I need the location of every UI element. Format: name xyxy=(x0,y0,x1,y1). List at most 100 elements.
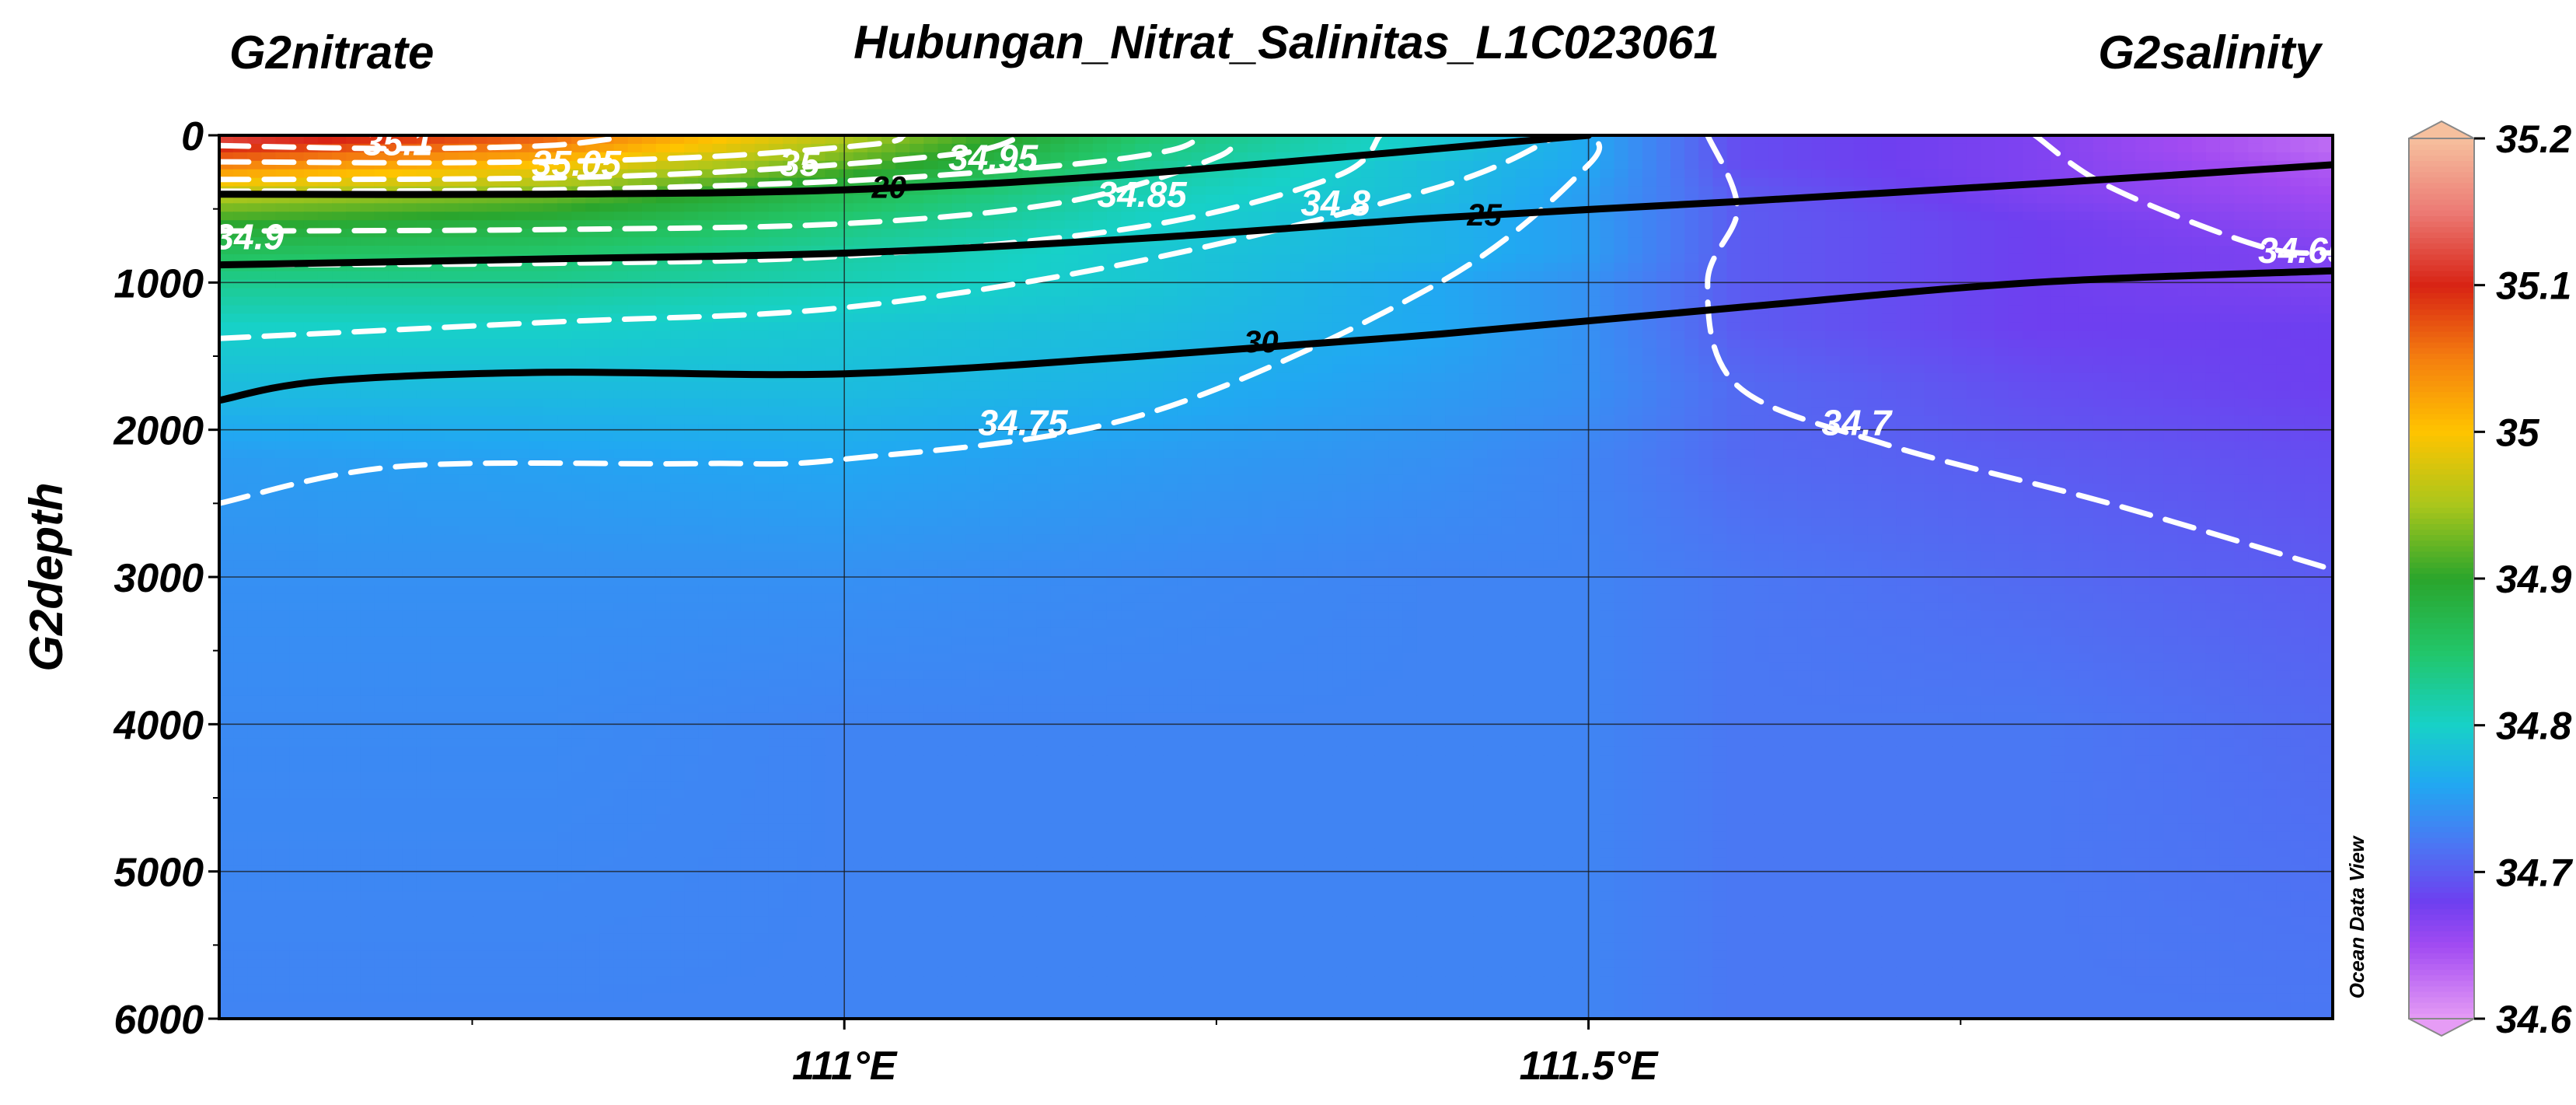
field-cell xyxy=(1515,271,1531,281)
field-cell xyxy=(613,356,629,365)
field-cell xyxy=(1600,381,1615,391)
field-cell xyxy=(1558,160,1572,170)
field-cell xyxy=(2037,288,2052,298)
field-cell xyxy=(571,135,587,145)
field-cell xyxy=(1106,364,1122,374)
field-cell xyxy=(2191,322,2207,332)
field-cell xyxy=(1543,203,1559,213)
field-cell xyxy=(1304,160,1319,170)
field-cell xyxy=(684,271,700,281)
field-cell xyxy=(571,390,587,400)
field-cell xyxy=(1642,262,1657,272)
field-cell xyxy=(1980,330,1995,340)
field-cell xyxy=(2023,212,2038,222)
field-cell xyxy=(1248,339,1263,348)
field-cell xyxy=(895,160,911,170)
field-cell xyxy=(416,237,431,247)
field-cell xyxy=(1459,364,1475,374)
field-cell xyxy=(712,348,728,357)
field-cell xyxy=(2093,407,2108,417)
field-cell xyxy=(557,203,572,213)
field-cell xyxy=(2009,322,2024,332)
field-cell xyxy=(2149,194,2165,205)
field-cell xyxy=(965,237,981,247)
field-cell xyxy=(1924,212,1939,222)
field-cell xyxy=(388,194,403,205)
field-cell xyxy=(1248,348,1263,357)
field-cell xyxy=(289,212,305,222)
field-cell xyxy=(2304,407,2319,417)
field-cell xyxy=(388,220,403,229)
field-cell xyxy=(2205,177,2221,187)
field-cell xyxy=(1994,313,2009,323)
field-cell xyxy=(2234,313,2250,323)
field-cell xyxy=(1262,254,1277,264)
field-cell xyxy=(261,271,277,281)
field-cell xyxy=(627,288,643,298)
field-cell xyxy=(1754,364,1770,374)
field-cell xyxy=(1740,246,1756,255)
field-cell xyxy=(1642,296,1657,306)
field-cell xyxy=(1938,254,1953,264)
field-cell xyxy=(1262,143,1277,153)
field-cell xyxy=(1924,237,1939,247)
field-cell xyxy=(360,169,375,179)
field-cell xyxy=(2318,348,2333,357)
field-cell xyxy=(1924,254,1939,264)
field-cell xyxy=(2009,398,2024,408)
left-variable-label: G2nitrate xyxy=(229,26,434,79)
field-cell xyxy=(839,348,854,357)
field-cell xyxy=(1586,229,1601,238)
field-cell xyxy=(613,348,629,357)
field-cell xyxy=(923,313,939,323)
field-cell xyxy=(529,415,544,425)
field-cell xyxy=(1501,229,1517,238)
field-cell xyxy=(655,339,671,348)
field-cell xyxy=(655,356,671,365)
field-cell xyxy=(2023,220,2038,229)
field-cell xyxy=(332,169,347,179)
field-cell xyxy=(261,279,277,289)
field-cell xyxy=(1008,186,1024,196)
field-cell xyxy=(993,152,1009,162)
field-cell xyxy=(487,407,502,417)
field-cell xyxy=(1078,364,1094,374)
field-cell xyxy=(1867,313,1883,323)
field-cell xyxy=(1445,186,1460,196)
field-cell xyxy=(993,143,1009,153)
field-cell xyxy=(1205,407,1220,417)
field-cell xyxy=(1628,330,1643,340)
field-cell xyxy=(613,169,629,179)
field-cell xyxy=(2079,262,2094,272)
field-cell xyxy=(1966,305,1981,315)
field-cell xyxy=(1628,229,1643,238)
field-cell xyxy=(1614,237,1629,247)
field-cell xyxy=(2205,160,2221,170)
field-cell xyxy=(247,169,263,179)
field-cell xyxy=(529,203,544,213)
field-cell xyxy=(1501,288,1517,298)
field-cell xyxy=(1234,339,1249,348)
field-cell xyxy=(1121,390,1136,400)
field-cell xyxy=(1346,203,1362,213)
field-cell xyxy=(2276,135,2292,145)
field-cell xyxy=(2135,372,2151,383)
field-cell xyxy=(1234,212,1249,222)
field-cell xyxy=(2191,186,2207,196)
field-cell xyxy=(233,135,249,145)
field-cell xyxy=(1825,364,1841,374)
field-cell xyxy=(2037,296,2052,306)
field-cell xyxy=(1501,152,1517,162)
field-cell xyxy=(1036,152,1052,162)
field-cell xyxy=(627,390,643,400)
field-cell xyxy=(388,246,403,255)
field-cell xyxy=(1924,220,1939,229)
field-cell xyxy=(1670,330,1685,340)
field-cell xyxy=(2219,381,2235,391)
field-cell xyxy=(2191,160,2207,170)
field-cell xyxy=(1952,348,1967,357)
field-cell xyxy=(1106,348,1122,357)
field-cell xyxy=(2219,348,2235,357)
field-cell xyxy=(1783,330,1798,340)
field-cell xyxy=(303,356,319,365)
